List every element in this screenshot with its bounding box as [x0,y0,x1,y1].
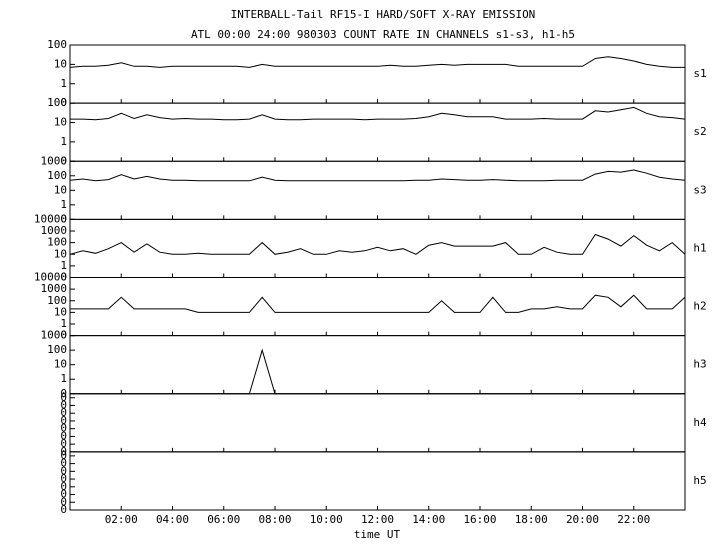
y-tick-label: 0 [60,212,67,225]
panel-label: s1 [693,67,706,80]
panel-label: h5 [693,474,706,487]
y-tick-label: 0 [60,480,67,493]
y-tick-label: 0 [60,472,67,485]
y-tick-label: 1 [60,198,67,211]
panel-label: h2 [693,300,706,313]
y-tick-label: 10 [54,358,67,371]
y-tick-label: 10 [54,305,67,318]
line [69,56,685,68]
x-tick-label: 10:00 [310,513,343,526]
y-tick-label: 100 [47,96,67,109]
x-tick-label: 12:00 [361,513,394,526]
y-tick-label: 0 [60,271,67,284]
y-tick-label: 10 [54,183,67,196]
x-tick-label: 18:00 [515,513,548,526]
line [69,169,686,182]
y-tick-label: 0 [60,449,67,462]
y-tick-label: 0 [60,503,67,516]
y-tick-label: 0 [60,414,67,427]
y-tick-label: 10000 [34,271,67,284]
y-tick-label: 0 [60,406,67,419]
x-tick-label: 06:00 [207,513,240,526]
y-tick-label: 0 [60,437,67,450]
y-tick-label: 1 [60,77,67,90]
x-tick-label: 04:00 [156,513,189,526]
y-tick-label: 100 [47,294,67,307]
y-tick-label: 0 [60,457,67,470]
y-tick-label: 0 [60,387,67,400]
y-tick-label: 0 [60,488,67,501]
y-tick-label: 1000 [41,224,68,237]
line [70,294,686,313]
y-tick-label: 1 [60,259,67,272]
y-tick-label: 0 [60,391,67,404]
y-tick-label: 1 [60,317,67,330]
y-tick-label: 1 [60,372,67,385]
y-tick-label: 0 [60,464,67,477]
x-tick-label: 14:00 [412,513,445,526]
x-axis-label: time UT [354,528,401,541]
y-tick-label: 100 [47,169,67,182]
y-tick-label: 10 [54,247,67,260]
y-tick-label: 0 [60,154,67,167]
y-tick-label: 100 [47,38,67,51]
x-tick-label: 02:00 [105,513,138,526]
y-tick-label: 1000 [41,282,68,295]
y-tick-label: 1000 [41,154,68,167]
y-tick-label: 10 [54,57,67,70]
panel-label: s3 [693,183,706,196]
y-tick-label: 0 [60,422,67,435]
x-tick-label: 08:00 [258,513,291,526]
y-tick-label: 0 [60,429,67,442]
line [70,106,686,121]
y-tick-label: 10000 [34,212,67,225]
chart-subtitle: ATL 00:00 24:00 980303 COUNT RATE IN CHA… [191,28,575,41]
y-tick-label: 1000 [41,329,68,342]
x-tick-label: 22:00 [617,513,650,526]
x-tick-label: 20:00 [566,513,599,526]
panel-label: s2 [693,125,706,138]
x-tick-label: 16:00 [463,513,496,526]
panel-label: h4 [693,416,707,429]
panel-label: h1 [693,241,706,254]
y-tick-label: 0 [60,495,67,508]
y-tick-label: 0 [60,445,67,458]
line [69,233,686,255]
chart-title: INTERBALL-Tail RF15-I HARD/SOFT X-RAY EM… [231,8,536,21]
y-tick-label: 0 [60,329,67,342]
y-tick-label: 10 [54,116,67,129]
y-tick-label: 0 [60,96,67,109]
y-tick-label: 1 [60,135,67,148]
y-tick-label: 100 [47,236,67,249]
y-tick-label: 100 [47,343,67,356]
y-tick-label: 0 [60,398,67,411]
panel-label: h3 [693,358,706,371]
